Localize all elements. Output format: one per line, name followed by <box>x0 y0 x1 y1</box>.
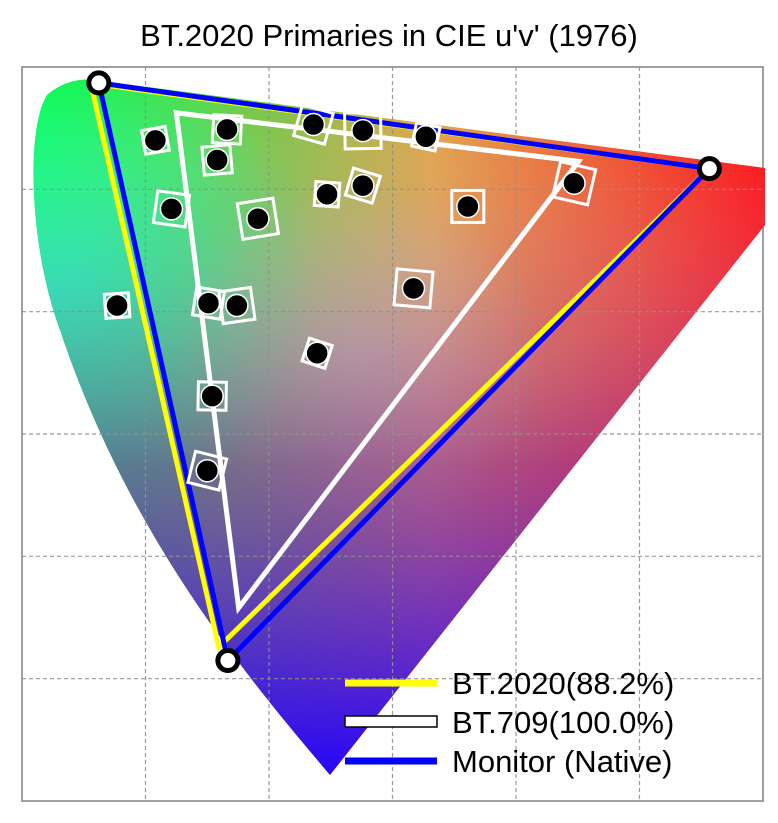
target-square-marker <box>312 179 342 209</box>
measured-point <box>105 293 129 318</box>
target-square-marker <box>186 449 229 492</box>
target-square-marker <box>190 285 227 321</box>
monitor-primary-point <box>86 70 112 96</box>
measured-point <box>246 206 270 231</box>
chart-marks <box>86 70 722 674</box>
target-square-marker <box>291 102 336 147</box>
monitor-primary-point <box>215 648 241 674</box>
target-square-marker <box>235 196 281 242</box>
legend-swatch-bt709 <box>344 715 438 728</box>
target-square-marker <box>210 113 244 146</box>
legend-label: BT.709(100.0%) <box>452 705 674 740</box>
target-square-marker <box>151 189 192 229</box>
measured-point <box>456 194 480 219</box>
bt709-triangle <box>173 110 584 615</box>
legend-label: Monitor (Native) <box>452 744 673 779</box>
target-square-marker <box>343 110 383 151</box>
measured-point <box>225 293 249 318</box>
target-square-marker <box>139 124 172 157</box>
measured-point <box>143 128 168 153</box>
legend: BT.2020(88.2%) BT.709(100.0%) Monitor (Nat… <box>344 666 674 779</box>
measured-point <box>200 384 224 408</box>
measured-point <box>205 148 229 172</box>
measured-point <box>196 291 221 315</box>
target-square-marker <box>550 159 598 207</box>
monitor-triangle <box>95 79 715 666</box>
measured-point <box>351 173 375 198</box>
grid-overlay <box>22 67 763 801</box>
target-square-marker <box>200 143 234 177</box>
target-square-marker <box>196 380 228 412</box>
measured-point <box>562 171 586 195</box>
measured-point <box>351 118 375 143</box>
target-square-marker <box>300 336 335 371</box>
measured-point <box>315 182 339 206</box>
target-square-marker <box>392 267 435 310</box>
target-square-marker <box>450 188 486 224</box>
target-square-marker <box>343 166 383 206</box>
measured-point <box>195 458 219 483</box>
measured-point <box>159 197 184 221</box>
measured-point <box>305 341 329 366</box>
chart-title: BT.2020 Primaries in CIE u'v' (1976) <box>140 18 638 53</box>
target-square-marker <box>217 285 257 326</box>
measured-point <box>215 117 239 142</box>
measured-point <box>401 276 426 301</box>
monitor-primary-point <box>696 156 722 182</box>
measured-point <box>414 124 438 149</box>
legend-label: BT.2020(88.2%) <box>452 666 674 701</box>
measured-point <box>301 112 326 137</box>
target-square-marker <box>102 291 132 320</box>
target-square-marker <box>409 120 442 153</box>
